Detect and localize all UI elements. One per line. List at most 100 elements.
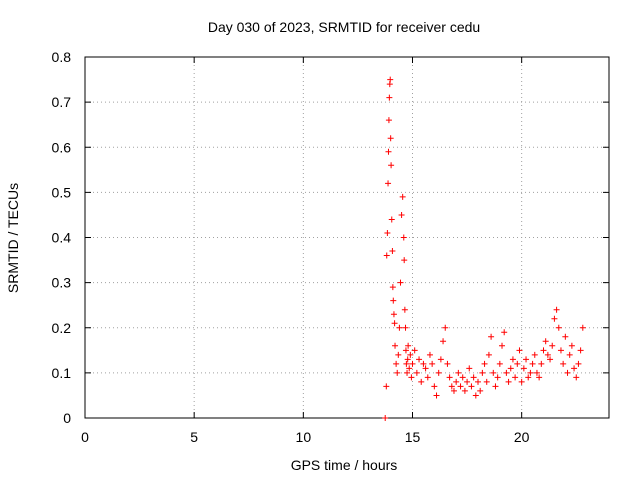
- data-point: [413, 369, 420, 376]
- data-point: [472, 392, 479, 399]
- data-point: [479, 369, 486, 376]
- y-tick-label: 0.8: [52, 49, 72, 65]
- data-point: [562, 333, 569, 340]
- data-point: [386, 94, 393, 101]
- data-point: [426, 351, 433, 358]
- data-point: [398, 211, 405, 218]
- data-point: [499, 342, 506, 349]
- data-point: [544, 351, 551, 358]
- data-point: [404, 369, 411, 376]
- data-point: [409, 360, 416, 367]
- data-point: [387, 76, 394, 83]
- grid-layer: [85, 57, 609, 418]
- data-point: [431, 383, 438, 390]
- plot-border: [84, 56, 610, 419]
- data-point: [453, 378, 460, 385]
- data-point: [514, 360, 521, 367]
- tick-labels: 0 0.1 0.2 0.3 0.4 0.5 0.6 0.7 0.8 0 5 10 15 20: [52, 49, 530, 445]
- data-point: [390, 297, 397, 304]
- data-point: [579, 324, 586, 331]
- data-point: [540, 347, 547, 354]
- data-point: [391, 320, 398, 327]
- data-point: [507, 365, 514, 372]
- data-point: [475, 378, 481, 385]
- data-point: [400, 234, 407, 241]
- data-point: [485, 351, 492, 358]
- data-point: [492, 383, 499, 390]
- data-point: [503, 369, 510, 376]
- y-tick-label: 0.2: [52, 320, 72, 336]
- data-point: [542, 338, 549, 345]
- data-point: [459, 374, 466, 381]
- data-point: [401, 306, 408, 313]
- data-point: [389, 248, 396, 255]
- data-point: [442, 324, 449, 331]
- data-point: [389, 284, 396, 291]
- data-point: [418, 378, 425, 385]
- data-point: [564, 369, 571, 376]
- data-point: [401, 257, 408, 264]
- data-point: [523, 356, 530, 363]
- y-axis-label: SRMTID / TECUs: [5, 183, 21, 293]
- data-point: [481, 360, 488, 367]
- data-point: [531, 351, 538, 358]
- data-point: [566, 351, 573, 358]
- data-point: [455, 369, 462, 376]
- data-point: [573, 374, 580, 381]
- data-point: [516, 347, 523, 354]
- data-point: [437, 356, 444, 363]
- data-point: [394, 369, 401, 376]
- data-point: [520, 365, 527, 372]
- data-point: [407, 351, 414, 358]
- data-point: [512, 374, 519, 381]
- data-point: [404, 356, 411, 363]
- data-point: [555, 324, 562, 331]
- data-point: [448, 383, 455, 390]
- data-point: [553, 306, 560, 313]
- y-tick-label: 0.3: [52, 275, 72, 291]
- data-point: [571, 365, 578, 372]
- data-point: [397, 279, 404, 286]
- data-point: [399, 193, 406, 200]
- y-tick-label: 0.1: [52, 365, 72, 381]
- data-point: [446, 374, 453, 381]
- data-point: [422, 365, 429, 372]
- data-point: [387, 135, 394, 142]
- data-point: [406, 365, 413, 372]
- data-point: [450, 387, 457, 394]
- data-point: [403, 360, 410, 367]
- x-tick-label: 5: [190, 429, 198, 445]
- data-point: [416, 356, 423, 363]
- y-tick-label: 0.6: [52, 139, 72, 155]
- data-point: [433, 392, 440, 399]
- x-tick-label: 15: [405, 429, 421, 445]
- data-point: [529, 360, 536, 367]
- data-point: [405, 342, 412, 349]
- data-point: [384, 229, 391, 236]
- data-point: [538, 360, 545, 367]
- data-point: [395, 351, 402, 358]
- data-point: [383, 383, 390, 390]
- data-point: [385, 148, 392, 155]
- data-point: [568, 342, 575, 349]
- data-point: [549, 342, 556, 349]
- y-tick-label: 0: [63, 410, 71, 426]
- y-tick-label: 0.7: [52, 94, 72, 110]
- data-point: [470, 374, 477, 381]
- data-point: [466, 365, 473, 372]
- data-point: [468, 383, 475, 390]
- data-point: [435, 369, 442, 376]
- data-point: [402, 324, 409, 331]
- x-tick-label: 20: [514, 429, 530, 445]
- data-point: [382, 415, 389, 421]
- data-point: [440, 338, 447, 345]
- data-point: [577, 347, 584, 354]
- y-tick-label: 0.4: [52, 230, 72, 246]
- data-point: [477, 387, 484, 394]
- data-point: [392, 342, 399, 349]
- data-point: [536, 374, 543, 381]
- data-point: [388, 216, 395, 223]
- data-point: [490, 369, 497, 376]
- data-point: [444, 360, 451, 367]
- x-tick-label: 0: [81, 429, 89, 445]
